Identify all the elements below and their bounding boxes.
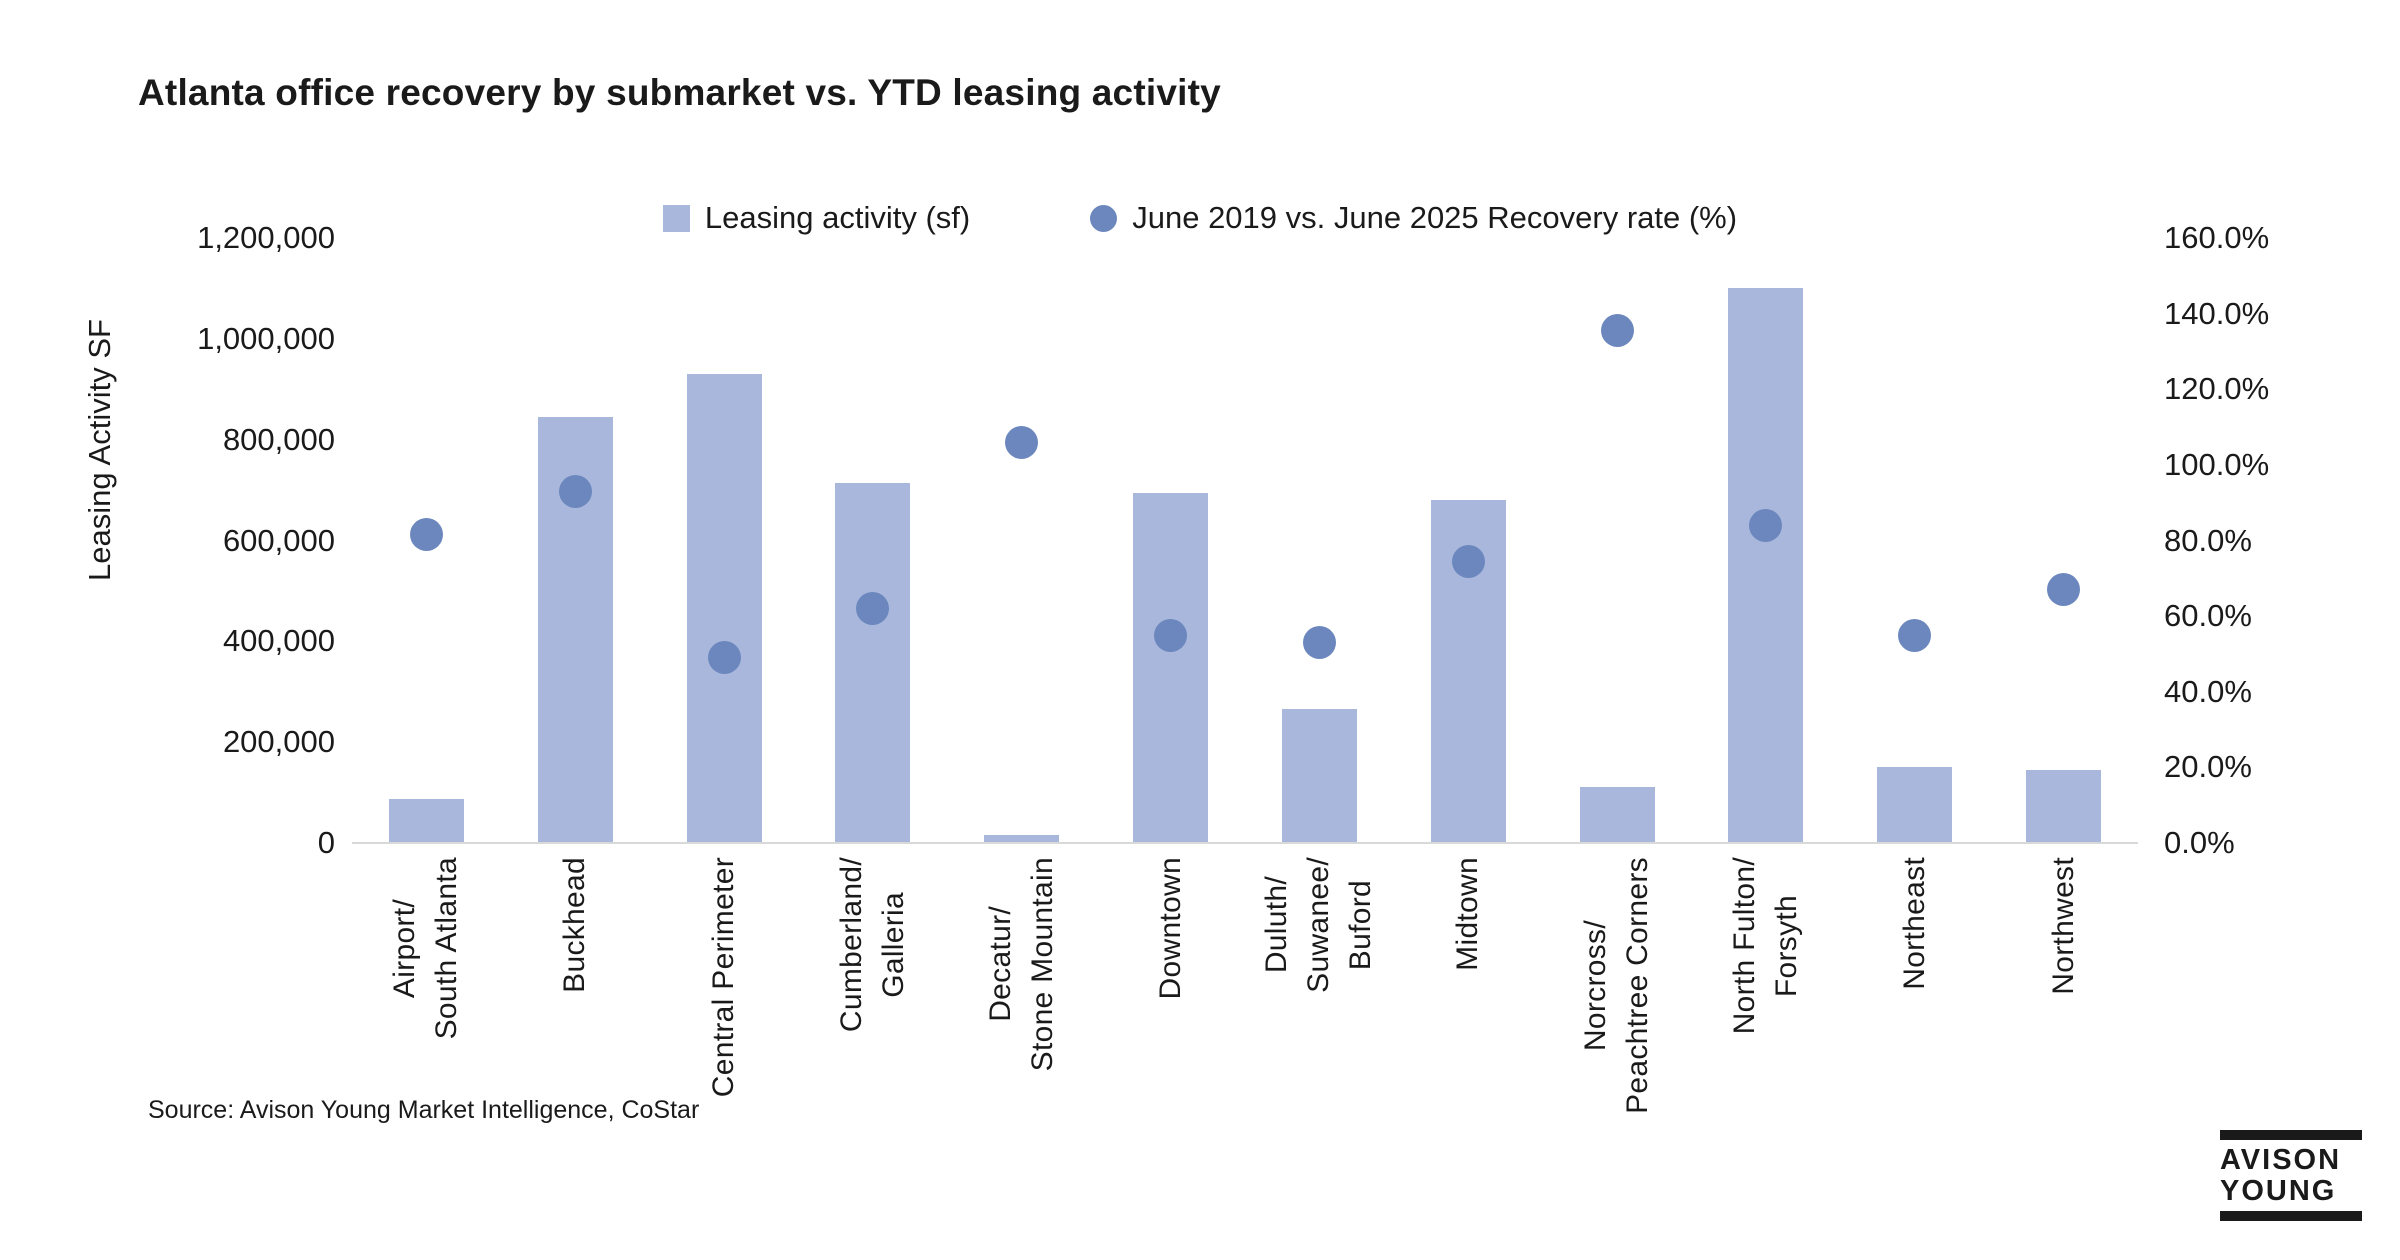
legend: Leasing activity (sf) June 2019 vs. June…	[0, 200, 2400, 236]
x-axis-category-label-1: Buckhead	[501, 857, 650, 993]
x-axis-line	[352, 842, 2138, 844]
x-axis-category-label-line: Northwest	[2046, 857, 2080, 995]
recovery-rate-dot-7	[1451, 544, 1485, 578]
logo-line-young: YOUNG	[2220, 1175, 2337, 1207]
dot-series-marker-icon	[1090, 204, 1118, 232]
recovery-rate-dot-5	[1154, 618, 1188, 652]
logo-line-avison: AVISON	[2220, 1144, 2342, 1176]
bar-series-marker-icon	[662, 204, 690, 232]
right-axis-tick-label: 100.0%	[2164, 446, 2270, 482]
x-axis-category-label-line: Peachtree Corners	[1621, 857, 1655, 1114]
recovery-rate-dot-0	[409, 518, 443, 552]
x-axis-category-label-9: North Fulton/Forsyth	[1692, 857, 1841, 1034]
bar-0	[388, 798, 464, 843]
recovery-rate-dot-3	[856, 592, 890, 626]
x-axis-category-label-line: Stone Mountain	[1025, 857, 1059, 1072]
logo-bottom-bar	[2220, 1211, 2362, 1221]
left-axis-tick-label: 400,000	[222, 623, 335, 659]
x-axis-category-label-line: Norcross/	[1579, 919, 1613, 1051]
x-axis-category-label-line: Midtown	[1451, 857, 1485, 971]
x-axis-category-label-11: Northwest	[1989, 857, 2138, 995]
x-axis-category-label-10: Northeast	[1840, 857, 1989, 990]
bar-6	[1281, 709, 1357, 843]
bar-4	[984, 835, 1060, 843]
recovery-rate-dot-8	[1600, 314, 1634, 348]
x-axis-category-label-line: Suwanee/	[1302, 857, 1336, 993]
x-axis-category-label-2: Central Perimeter	[650, 857, 799, 1097]
bar-2	[686, 374, 762, 843]
legend-item-leasing-activity: Leasing activity (sf)	[662, 200, 971, 236]
x-axis-category-label-5: Downtown	[1096, 857, 1245, 999]
x-axis-category-label-line: Buckhead	[558, 857, 592, 993]
legend-label: June 2019 vs. June 2025 Recovery rate (%…	[1132, 200, 1738, 235]
x-axis-category-label-line: Forsyth	[1769, 894, 1803, 997]
x-axis-category-label-6: Duluth/Suwanee/Buford	[1245, 857, 1394, 993]
right-axis-tick-label: 0.0%	[2164, 825, 2235, 860]
legend-item-recovery-rate: June 2019 vs. June 2025 Recovery rate (%…	[1090, 200, 1737, 236]
logo-text: AVISON YOUNG	[2220, 1140, 2362, 1211]
recovery-rate-dot-6	[1302, 626, 1336, 660]
legend-label: Leasing activity (sf)	[704, 200, 971, 235]
x-axis-category-label-line: North Fulton/	[1727, 857, 1761, 1035]
logo-top-bar	[2220, 1130, 2362, 1140]
right-axis-tick-label: 60.0%	[2164, 598, 2252, 634]
x-axis-category-label-line: Airport/	[388, 898, 422, 998]
bar-10	[1877, 767, 1953, 843]
x-axis-category-label-line: Buford	[1344, 879, 1378, 971]
x-axis-category-label-line: Galleria	[876, 891, 910, 998]
right-axis-tick-label: 120.0%	[2164, 371, 2270, 407]
x-axis-category-label-4: Decatur/Stone Mountain	[947, 857, 1096, 1071]
bar-8	[1579, 786, 1655, 843]
recovery-rate-dot-10	[1898, 618, 1932, 652]
bar-11	[2026, 769, 2102, 843]
x-axis-category-label-line: Downtown	[1153, 857, 1187, 1000]
right-axis-tick-label: 40.0%	[2164, 673, 2252, 709]
left-axis-tick-label: 1,000,000	[197, 320, 335, 356]
right-axis-tick-label: 160.0%	[2164, 220, 2270, 255]
x-axis-category-label-line: Duluth/	[1260, 876, 1294, 974]
left-axis-tick-label: 800,000	[222, 421, 335, 457]
recovery-rate-dot-2	[707, 641, 741, 675]
recovery-rate-dot-11	[2047, 573, 2081, 607]
right-axis-tick-label: 80.0%	[2164, 522, 2252, 558]
x-axis-category-label-line: Northeast	[1897, 857, 1931, 990]
recovery-rate-dot-4	[1005, 425, 1039, 459]
right-axis-tick-label: 140.0%	[2164, 295, 2270, 331]
left-axis-tick-label: 0	[317, 825, 335, 860]
left-axis-tick-label: 600,000	[222, 522, 335, 558]
source-note: Source: Avison Young Market Intelligence…	[148, 1096, 700, 1124]
x-axis-category-label-line: Cumberland/	[834, 857, 868, 1033]
right-axis-tick-label: 20.0%	[2164, 749, 2252, 785]
avison-young-logo: AVISON YOUNG	[2220, 1130, 2362, 1221]
left-axis-tick-label: 200,000	[222, 724, 335, 760]
left-axis-tick-label: 1,200,000	[197, 220, 335, 255]
x-axis-category-label-8: Norcross/Peachtree Corners	[1543, 857, 1692, 1114]
x-axis-category-label-line: Central Perimeter	[707, 857, 741, 1098]
bar-3	[835, 482, 911, 843]
bar-5	[1133, 492, 1209, 843]
bar-9	[1728, 288, 1804, 843]
x-axis-category-label-0: Airport/South Atlanta	[352, 857, 501, 1039]
x-axis-category-label-7: Midtown	[1394, 857, 1543, 971]
recovery-rate-dot-9	[1749, 508, 1783, 542]
chart-title: Atlanta office recovery by submarket vs.…	[138, 72, 1221, 113]
recovery-rate-dot-1	[558, 474, 592, 508]
x-axis-category-label-line: South Atlanta	[430, 857, 464, 1040]
x-axis-category-label-3: Cumberland/Galleria	[799, 857, 948, 1032]
x-axis-category-label-line: Decatur/	[983, 906, 1017, 1023]
